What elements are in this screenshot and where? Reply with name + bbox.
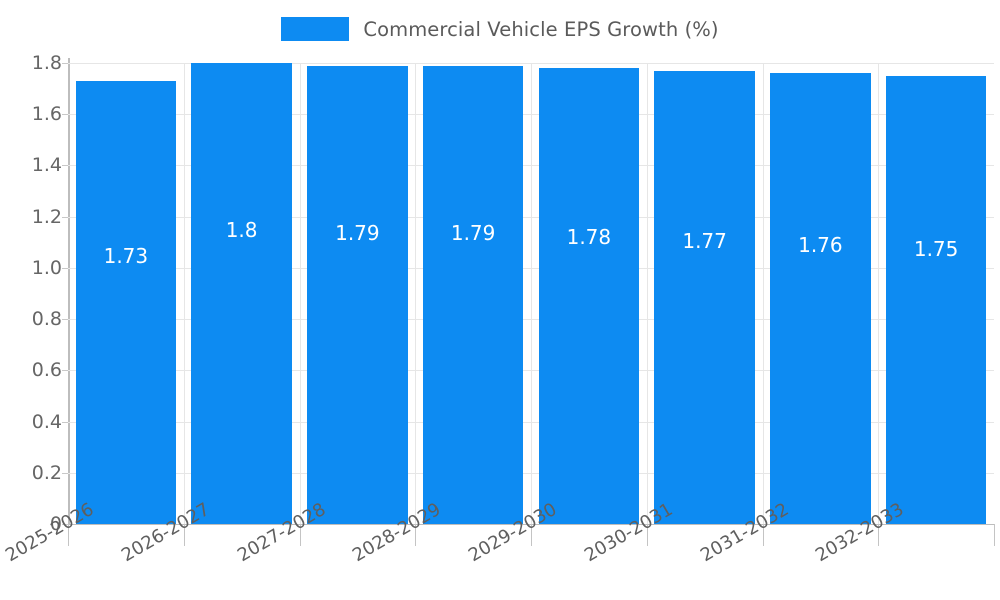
y-axis-tick-mark <box>62 165 68 167</box>
y-axis-tick-mark <box>62 114 68 116</box>
y-axis-tick-mark <box>62 267 68 269</box>
category-separator <box>183 63 185 524</box>
y-axis-tick-label: 0 <box>49 513 62 535</box>
bar-value-label: 1.79 <box>450 221 496 246</box>
bar-value-label: 1.77 <box>682 229 727 254</box>
y-axis-tick-label: 1.0 <box>31 256 62 279</box>
bar[interactable]: 1.73 <box>75 80 177 524</box>
bar[interactable]: 1.76 <box>770 73 871 524</box>
y-axis-tick-label: 1.2 <box>31 205 62 228</box>
chart-legend: Commercial Vehicle EPS Growth (%) <box>0 12 1000 46</box>
bar-value-label: 1.8 <box>225 217 258 242</box>
y-axis-ticks: 0 0.2 0.4 0.6 0.8 1.0 1.2 1.4 1.6 1.8 <box>0 0 68 600</box>
y-axis-line <box>68 58 70 525</box>
y-axis-tick-mark <box>62 421 68 423</box>
bar-value-label: 1.78 <box>566 225 612 250</box>
category-separator <box>531 63 532 524</box>
legend-label[interactable]: Commercial Vehicle EPS Growth (%) <box>363 17 719 41</box>
x-axis-tick-mark <box>994 524 995 546</box>
plot-area: 1.73 1.8 1.79 1.79 1.78 1.77 1.76 1.75 <box>68 63 994 525</box>
y-axis-tick-mark <box>62 472 68 474</box>
x-axis-tick-mark <box>646 524 648 546</box>
bar[interactable]: 1.79 <box>422 65 524 524</box>
bar-value-label: 1.79 <box>335 221 380 246</box>
y-axis-tick-mark <box>62 370 68 372</box>
y-axis-tick-mark <box>62 63 68 64</box>
y-axis-tick-label: 1.4 <box>31 154 62 177</box>
bar[interactable]: 1.78 <box>538 68 640 524</box>
x-axis-tick-mark <box>762 524 764 546</box>
category-separator <box>415 63 417 524</box>
category-separator <box>878 63 880 524</box>
bar-value-label: 1.73 <box>103 244 149 269</box>
category-separator <box>299 63 301 524</box>
y-axis-tick-label: 1.6 <box>31 103 62 126</box>
y-axis-tick-label: 0.8 <box>31 308 62 331</box>
category-separator <box>646 63 648 524</box>
y-axis-tick-mark <box>62 319 68 321</box>
x-axis-tick-mark <box>878 524 880 546</box>
category-separator <box>762 63 764 524</box>
bar[interactable]: 1.79 <box>307 65 408 524</box>
bar-value-label: 1.75 <box>913 236 959 261</box>
y-axis-tick-label: 1.8 <box>31 52 62 74</box>
y-axis-tick-label: 0.2 <box>31 461 62 484</box>
bar[interactable]: 1.75 <box>885 75 987 524</box>
y-axis-tick-mark <box>62 524 68 525</box>
y-axis-tick-mark <box>62 216 68 218</box>
x-axis-tick-mark <box>415 524 417 546</box>
x-axis-tick-mark <box>68 524 69 546</box>
y-axis-tick-label: 0.4 <box>31 410 62 433</box>
x-axis-tick-mark <box>531 524 532 546</box>
y-axis-tick-label: 0.6 <box>31 359 62 382</box>
bar[interactable]: 1.8 <box>191 63 292 524</box>
bar[interactable]: 1.77 <box>654 70 755 524</box>
x-axis-tick-mark <box>183 524 185 546</box>
bar-value-label: 1.76 <box>798 232 843 257</box>
legend-color-swatch[interactable] <box>281 17 350 41</box>
x-axis-tick-mark <box>299 524 301 546</box>
